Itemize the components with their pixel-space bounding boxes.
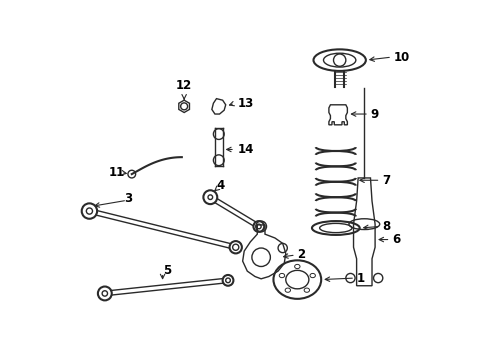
Text: 8: 8 [382, 220, 390, 233]
Text: 6: 6 [392, 233, 400, 246]
Text: 3: 3 [124, 192, 132, 205]
Text: 9: 9 [370, 108, 379, 121]
Text: 5: 5 [163, 264, 171, 277]
Text: 4: 4 [217, 179, 225, 192]
Text: 14: 14 [238, 143, 254, 156]
Text: 13: 13 [238, 97, 254, 110]
Text: 1: 1 [357, 271, 365, 284]
Text: 11: 11 [109, 166, 125, 179]
Text: 12: 12 [176, 80, 192, 93]
Text: 2: 2 [297, 248, 305, 261]
Text: 10: 10 [393, 50, 410, 64]
Text: 7: 7 [382, 174, 390, 187]
